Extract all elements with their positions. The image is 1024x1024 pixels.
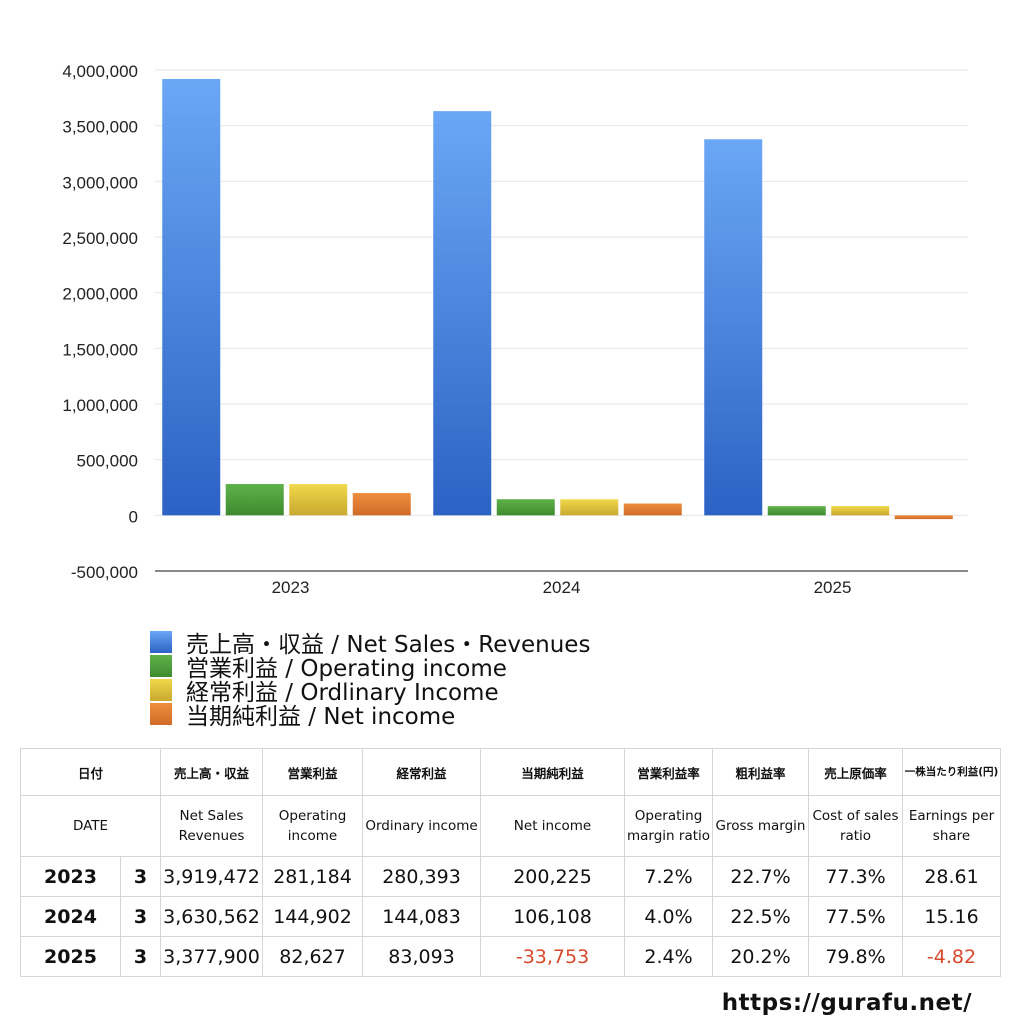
cell-gm: 20.2% [712,936,810,977]
cell-sales: 3,630,562 [160,896,264,937]
header-date-jp: 日付 [19,748,162,796]
bar-2024-series-2 [560,499,619,516]
cell-gm: 22.7% [712,856,810,897]
x-tick-label: 2025 [814,578,852,597]
x-tick-label: 2024 [543,578,581,597]
cell-month: 3 [119,936,162,977]
bar-2024-series-1 [496,499,555,516]
bar-2023-series-1 [225,484,284,516]
cell-sales: 3,377,900 [160,936,264,977]
cell-net: 200,225 [480,856,626,897]
header-net-jp: 当期純利益 [480,748,626,796]
table-row: 2024 3 3,630,562 144,902 144,083 106,108… [20,896,1002,937]
legend-item-operating-income: 営業利益 / Operating income [150,654,590,682]
legend-swatch [150,703,172,725]
cell-opm: 7.2% [624,856,714,897]
y-tick-label: 0 [129,507,138,526]
bar-chart: 4,000,000 3,500,000 3,000,000 2,500,000 2,00… [62,62,968,597]
cell-year: 2024 [20,896,121,937]
cell-ord: 144,083 [362,896,482,937]
table-header-jp: 日付 売上高・収益 営業利益 経常利益 当期純利益 営業利益率 粗利益率 売上原… [19,748,1002,796]
header-ord-jp: 経常利益 [362,748,482,796]
cell-month: 3 [119,896,162,937]
y-tick-label: 2,000,000 [62,285,138,304]
cell-ord: 280,393 [362,856,482,897]
bar-2023-series-3 [352,493,411,516]
cell-month: 3 [119,856,162,897]
cell-op: 144,902 [262,896,364,937]
cell-op: 82,627 [262,936,364,977]
table-row: 2025 3 3,377,900 82,627 83,093 -33,753 2… [20,936,1002,977]
y-tick-label: 1,500,000 [62,340,138,359]
legend-item-ordinary-income: 経常利益 / Ordlinary Income [150,678,590,706]
cell-op: 281,184 [262,856,364,897]
x-tick-label: 2023 [272,578,310,597]
header-date-en: DATE [19,795,162,857]
y-tick-label: 2,500,000 [62,229,138,248]
legend-swatch [150,679,172,701]
cell-eps: 28.61 [902,856,1002,897]
legend-swatch [150,655,172,677]
bar-2024-series-3 [623,503,682,516]
cell-opm: 2.4% [624,936,714,977]
bar-2025-series-3 [894,515,953,520]
cell-eps: 15.16 [902,896,1002,937]
bar-2025-series-1 [767,506,826,516]
chart-legend: 売上高・収益 / Net Sales・Revenues 営業利益 / Opera… [150,630,590,730]
cell-net: -33,753 [480,936,626,977]
bar-2025-series-0 [704,139,763,516]
legend-item-net-sales: 売上高・収益 / Net Sales・Revenues [150,630,590,658]
cell-net: 106,108 [480,896,626,937]
legend-label: 経常利益 / Ordlinary Income [186,680,499,706]
y-tick-label: 3,500,000 [62,118,138,137]
header-sales-en: Net Sales Revenues [160,795,264,857]
cell-year: 2025 [20,936,121,977]
cell-cost: 77.5% [808,896,904,937]
header-sales-jp: 売上高・収益 [160,748,264,796]
header-opm-en: Operating margin ratio [624,795,714,857]
legend-item-net-income: 当期純利益 / Net income [150,702,590,730]
y-tick-label: 1,000,000 [62,396,138,415]
bar-2025-series-2 [831,506,890,516]
y-tick-label: 3,000,000 [62,173,138,192]
legend-swatch [150,631,172,653]
legend-label: 営業利益 / Operating income [186,656,507,682]
legend-label: 当期純利益 / Net income [186,704,456,730]
header-op-jp: 営業利益 [262,748,364,796]
header-ord-en: Ordinary income [362,795,482,857]
cell-ord: 83,093 [362,936,482,977]
header-gm-en: Gross margin [712,795,810,857]
legend-label: 売上高・収益 / Net Sales・Revenues [186,632,591,658]
header-eps-jp: 一株当たり利益(円) [902,748,1002,796]
bar-2023-series-2 [289,484,348,516]
header-cost-jp: 売上原価率 [808,748,904,796]
header-gm-jp: 粗利益率 [712,748,810,796]
y-tick-label: 500,000 [77,452,138,471]
header-eps-en: Earnings per share [902,795,1002,857]
bar-2023-series-0 [162,78,221,516]
cell-year: 2023 [20,856,121,897]
table-header-en: DATE Net Sales Revenues Operating income… [19,795,1002,857]
header-cost-en: Cost of sales ratio [808,795,904,857]
cell-gm: 22.5% [712,896,810,937]
site-url[interactable]: https://gurafu.net/ [721,990,972,1016]
header-net-en: Net income [480,795,626,857]
header-opm-jp: 営業利益率 [624,748,714,796]
cell-cost: 77.3% [808,856,904,897]
y-tick-label: 4,000,000 [62,62,138,81]
cell-sales: 3,919,472 [160,856,264,897]
cell-eps: -4.82 [902,936,1002,977]
table-row: 2023 3 3,919,472 281,184 280,393 200,225… [20,856,1002,897]
cell-opm: 4.0% [624,896,714,937]
cell-cost: 79.8% [808,936,904,977]
header-op-en: Operating income [262,795,364,857]
bar-2024-series-0 [433,111,492,516]
financial-table: 日付 売上高・収益 営業利益 経常利益 当期純利益 営業利益率 粗利益率 売上原… [19,748,1002,977]
y-tick-label: -500,000 [71,563,138,582]
